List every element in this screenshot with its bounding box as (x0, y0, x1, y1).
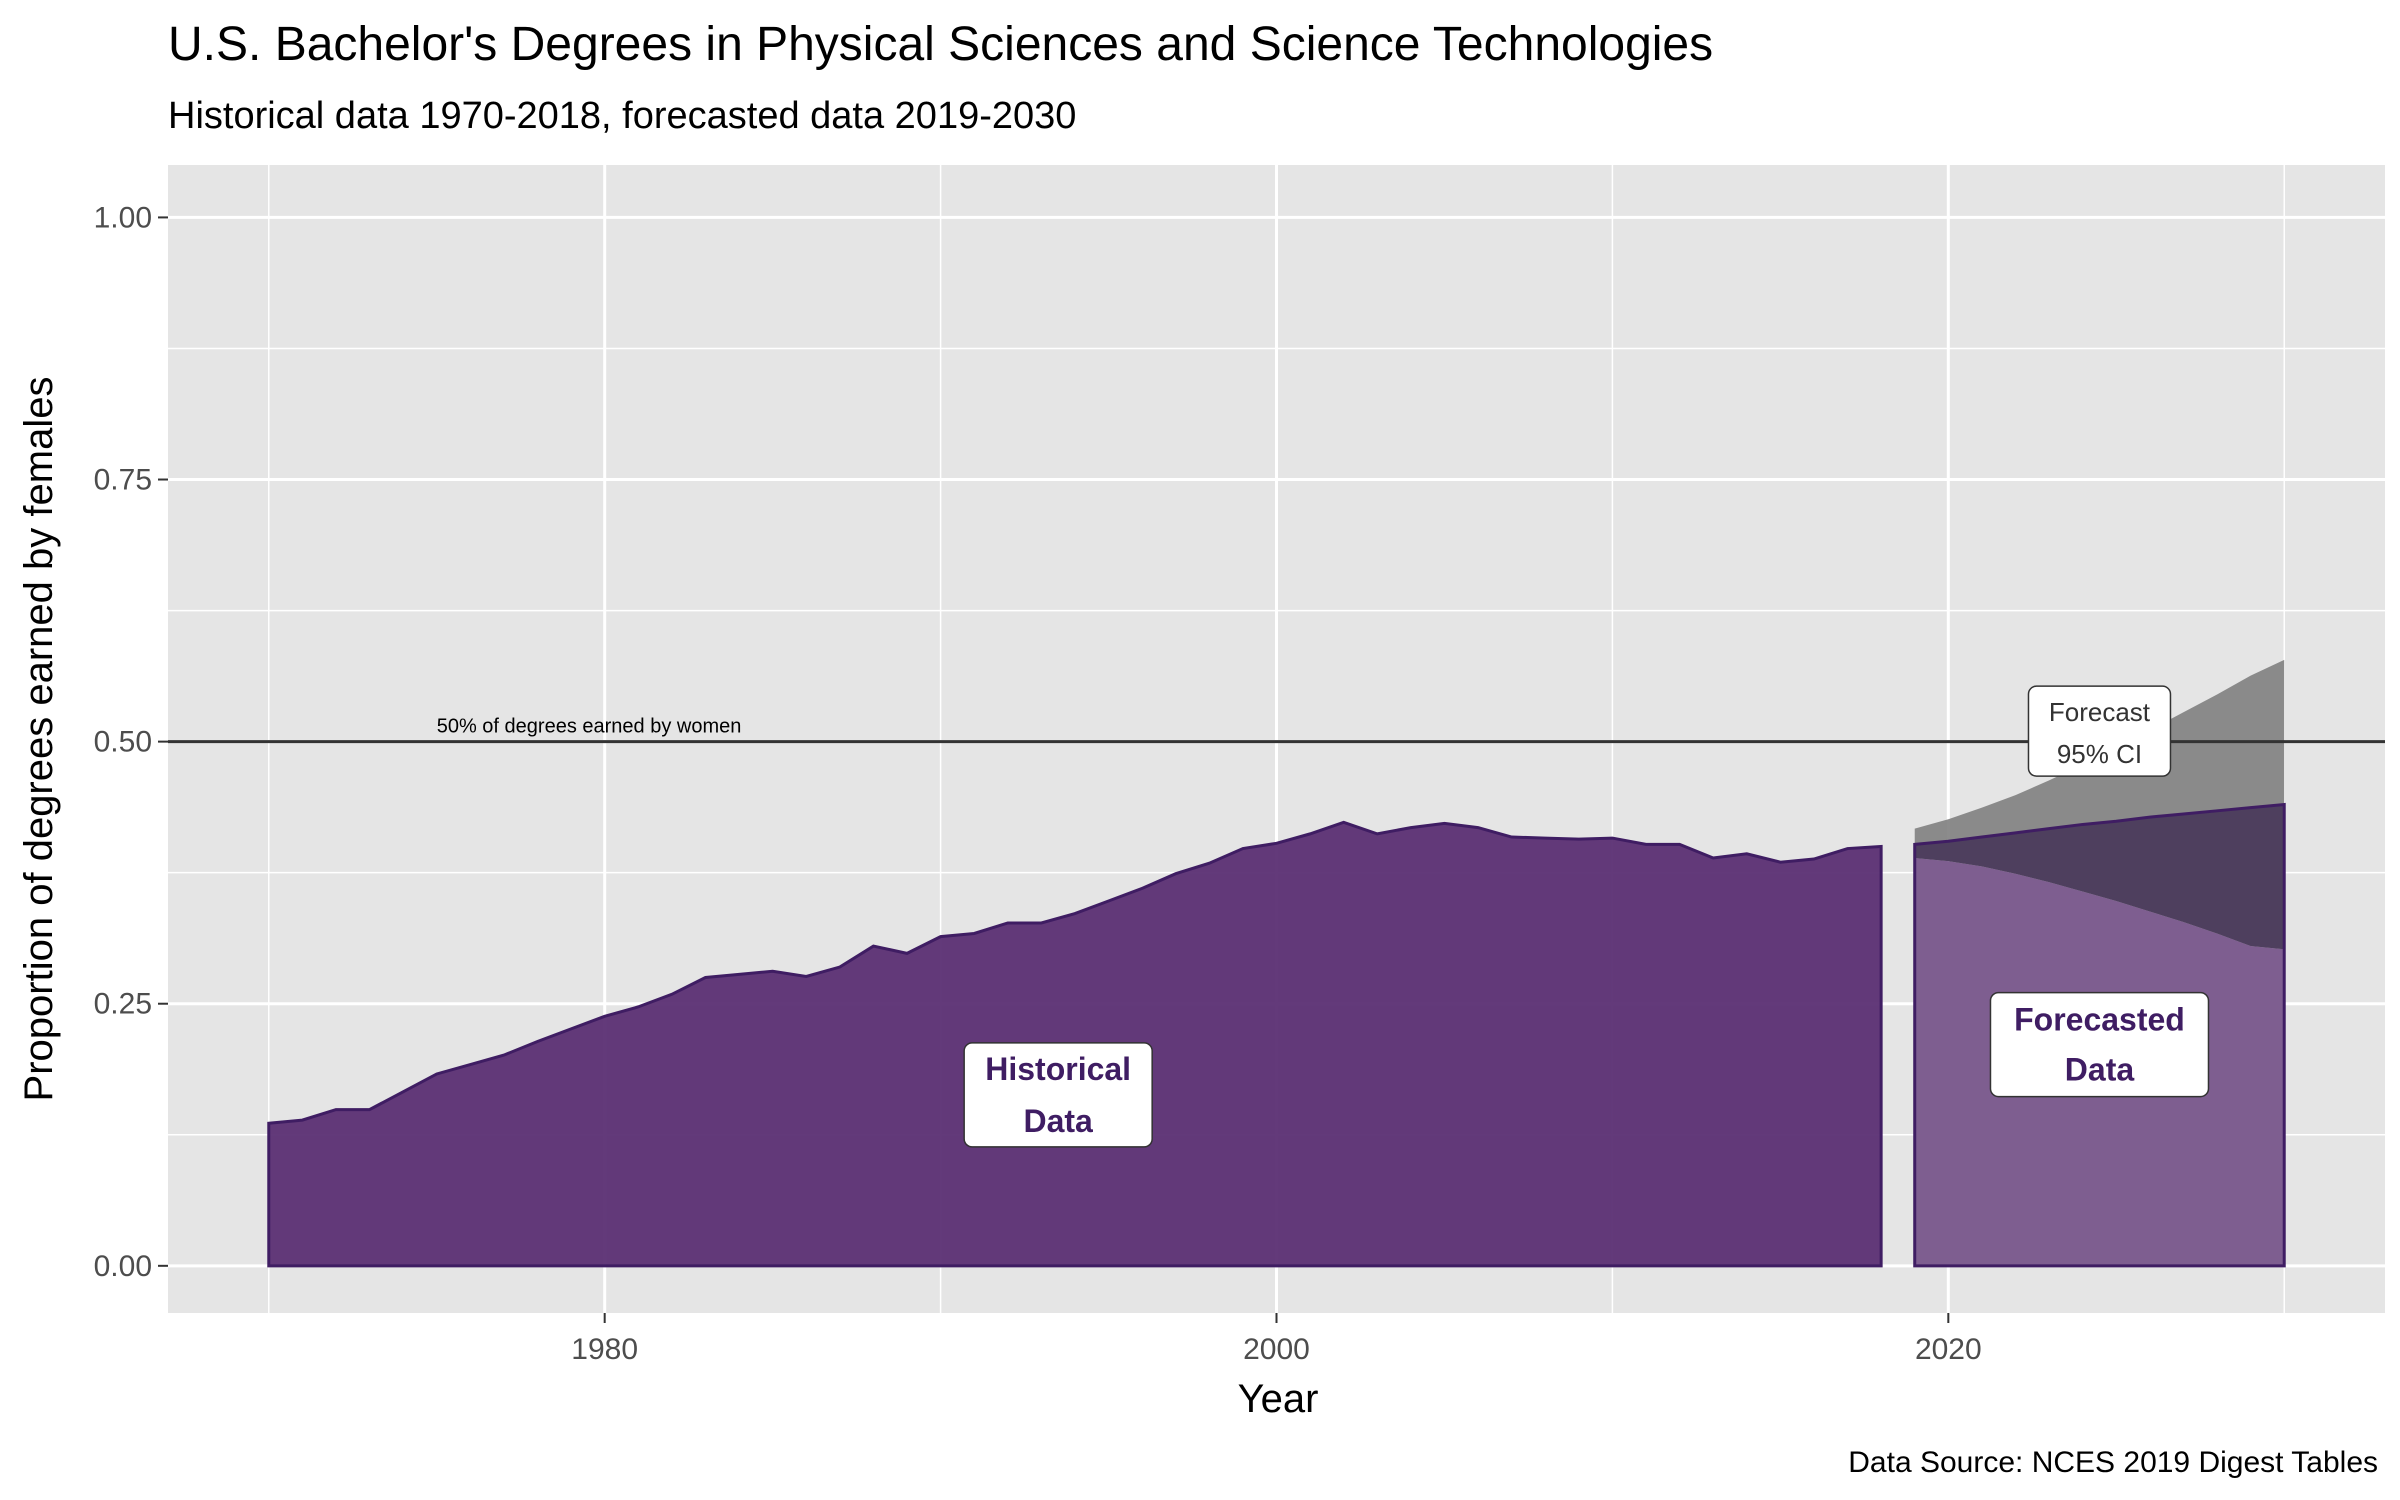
x-axis-title: Year (1238, 1377, 1319, 1421)
data-source-caption: Data Source: NCES 2019 Digest Tables (1848, 1446, 2378, 1479)
chart-subtitle: Historical data 1970-2018, forecasted da… (168, 95, 1076, 137)
historical-label-box (963, 1042, 1153, 1148)
forecast-outline (1913, 802, 2286, 1268)
reference-line-label: 50% of degrees earned by women (437, 716, 742, 738)
forecast-ci-overlap (1914, 804, 2285, 950)
historical-label-line1: Historical (985, 1051, 1131, 1087)
y-axis-title: Proportion of degrees earned by females (17, 377, 61, 1102)
y-tick-label: 0.00 (94, 1250, 152, 1283)
y-tick-label: 1.00 (94, 201, 152, 234)
y-tick-label: 0.75 (94, 464, 152, 497)
forecast-ci-label-line1: Forecast (2049, 697, 2151, 727)
y-tick-label: 0.25 (94, 988, 152, 1021)
x-tick-label: 2020 (1915, 1333, 1982, 1366)
y-axis: 0.00 0.25 0.50 0.75 1.00 (94, 201, 168, 1283)
forecasted-label-line1: Forecasted (2014, 1002, 2185, 1038)
y-tick-label: 0.50 (94, 726, 152, 759)
x-axis: 1980 2000 2020 (571, 1313, 1982, 1366)
forecast-ci-label: Forecast 95% CI (2027, 685, 2172, 777)
forecast-ci-label-box (2027, 685, 2172, 777)
historical-data-label: Historical Data (963, 1042, 1153, 1148)
historical-label-line2: Data (1023, 1103, 1093, 1139)
forecast-ci-label-line2: 95% CI (2057, 739, 2142, 769)
forecasted-data-label: Forecasted Data (1989, 991, 2210, 1098)
x-tick-label: 2000 (1243, 1333, 1310, 1366)
forecasted-label-line2: Data (2065, 1052, 2135, 1088)
chart-title: U.S. Bachelor's Degrees in Physical Scie… (168, 18, 1713, 71)
x-tick-label: 1980 (571, 1333, 638, 1366)
forecasted-label-box (1989, 991, 2210, 1098)
